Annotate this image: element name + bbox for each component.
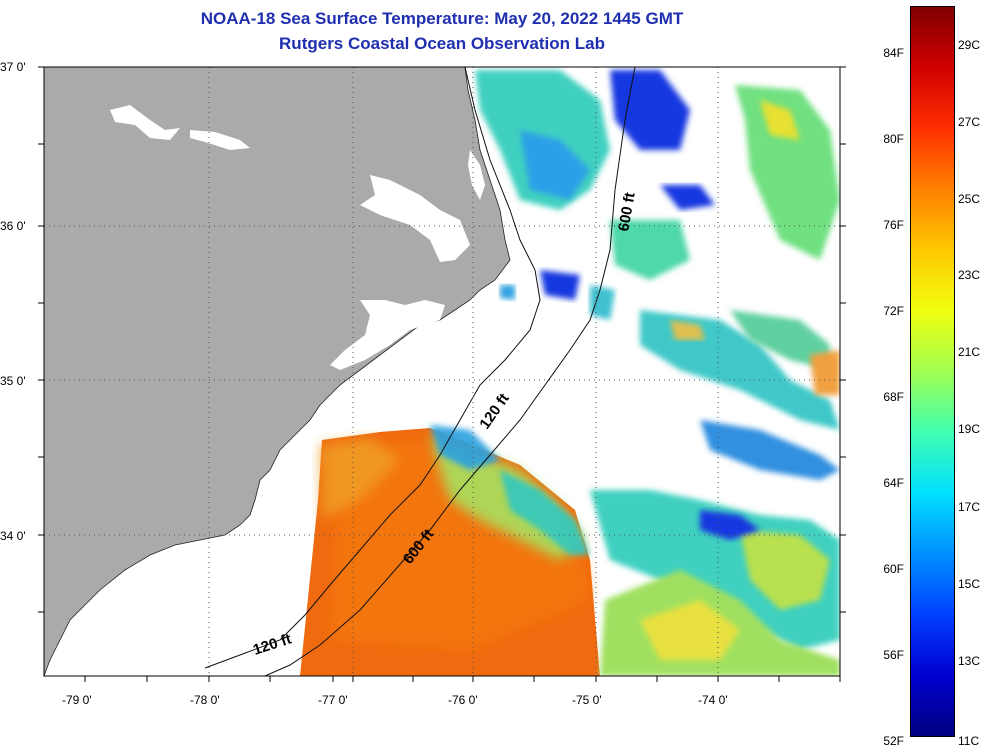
lat-label-35: 35 0': [0, 374, 26, 388]
axis-ticks: [38, 66, 846, 682]
lon-label-74: -74 0': [698, 693, 728, 707]
lon-label-78: -78 0': [190, 693, 220, 707]
colorbar-f-72: 72F: [883, 304, 904, 318]
colorbar-c-19: 19C: [958, 422, 981, 436]
colorbar-c-21: 21C: [958, 345, 981, 359]
colorbar-f-64: 64F: [883, 476, 904, 490]
map-subtitle: Rutgers Coastal Ocean Observation Lab: [279, 34, 605, 53]
colorbar-f-76: 76F: [883, 218, 904, 232]
contour-label-600ft-north: 600 ft: [615, 191, 639, 233]
depth-contours: [204, 67, 636, 676]
map-area: 600 ft 120 ft 600 ft 120 ft: [44, 67, 840, 676]
colorbar-f-68: 68F: [883, 390, 904, 404]
lat-label-34: 34 0': [0, 529, 26, 543]
warm-sst-swath: [300, 425, 600, 676]
colorbar-f-56: 56F: [883, 648, 904, 662]
colorbar-f-80: 80F: [883, 132, 904, 146]
lon-label-75: -75 0': [572, 693, 602, 707]
colorbar-c-23: 23C: [958, 268, 981, 282]
contour-120ft: [204, 67, 541, 669]
temperature-colorbar: [910, 6, 955, 737]
lat-label-36: 36 0': [0, 219, 26, 233]
colorbar-f-52: 52F: [883, 734, 904, 748]
colorbar-c-11: 11C: [958, 734, 980, 748]
colorbar-c-27: 27C: [958, 115, 981, 129]
colorbar-c-17: 17C: [958, 500, 981, 514]
colorbar-c-25: 25C: [958, 192, 981, 206]
lon-label-79: -79 0': [62, 693, 92, 707]
lat-label-37: 37 0': [0, 60, 26, 74]
map-title: NOAA-18 Sea Surface Temperature: May 20,…: [200, 9, 684, 28]
contour-600ft: [264, 67, 636, 676]
colorbar-c-13: 13C: [958, 654, 981, 668]
inland-waters: [110, 105, 485, 370]
lon-label-76: -76 0': [448, 693, 478, 707]
colorbar-c-15: 15C: [958, 577, 981, 591]
lon-label-77: -77 0': [318, 693, 348, 707]
cool-sst-patches: [475, 70, 840, 676]
map-frame: [43, 66, 841, 677]
colorbar-f-84: 84F: [883, 46, 904, 60]
colorbar-f-60: 60F: [883, 562, 904, 576]
colorbar-c-29: 29C: [958, 38, 981, 52]
